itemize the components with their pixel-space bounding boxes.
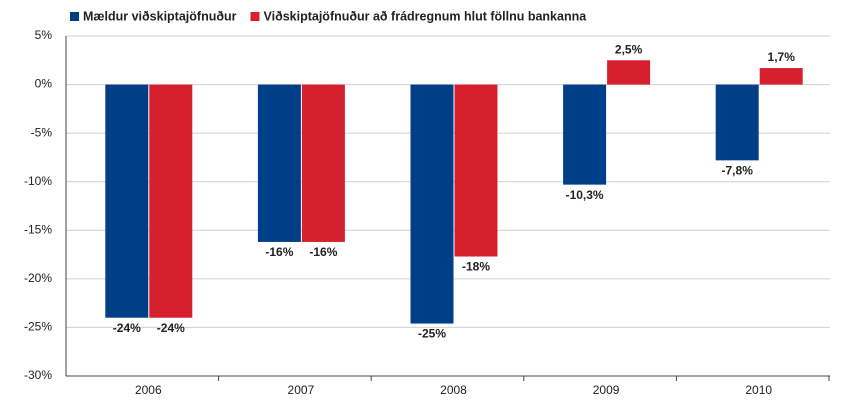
value-label: 2,5% xyxy=(615,42,643,56)
y-tick-label: -30% xyxy=(24,368,52,382)
bar xyxy=(301,84,345,242)
bar xyxy=(759,68,803,85)
x-tick-label: 2006 xyxy=(135,383,162,397)
bar xyxy=(105,84,149,318)
y-tick-label: -25% xyxy=(24,320,52,334)
value-label: -18% xyxy=(462,260,490,274)
y-tick-label: 5% xyxy=(35,28,53,42)
value-label: -25% xyxy=(418,327,446,341)
value-label: -24% xyxy=(157,321,185,335)
y-tick-label: 0% xyxy=(35,77,53,91)
x-tick-label: 2008 xyxy=(440,383,467,397)
bar xyxy=(149,84,193,318)
bar xyxy=(607,60,651,85)
value-label: -16% xyxy=(309,245,337,259)
bar xyxy=(454,84,498,257)
value-label: 1,7% xyxy=(768,50,796,64)
y-tick-label: -5% xyxy=(31,125,53,139)
legend-swatch xyxy=(70,12,79,21)
value-label: -10,3% xyxy=(566,188,604,202)
x-tick-label: 2010 xyxy=(745,383,772,397)
x-tick-label: 2007 xyxy=(288,383,315,397)
value-label: -24% xyxy=(113,321,141,335)
value-label: -16% xyxy=(265,245,293,259)
y-tick-label: -10% xyxy=(24,174,52,188)
bar xyxy=(257,84,301,242)
legend-label: Mældur viðskiptajöfnuður xyxy=(83,9,237,23)
y-tick-label: -20% xyxy=(24,271,52,285)
bar xyxy=(410,84,454,324)
x-tick-label: 2009 xyxy=(593,383,620,397)
bar xyxy=(715,84,759,161)
legend-swatch xyxy=(250,12,260,21)
y-tick-label: -15% xyxy=(24,222,52,236)
value-label: -7,8% xyxy=(722,164,754,178)
legend-label: Viðskiptajöfnuður að frádregnum hlut föl… xyxy=(263,9,587,23)
bar xyxy=(563,84,607,185)
